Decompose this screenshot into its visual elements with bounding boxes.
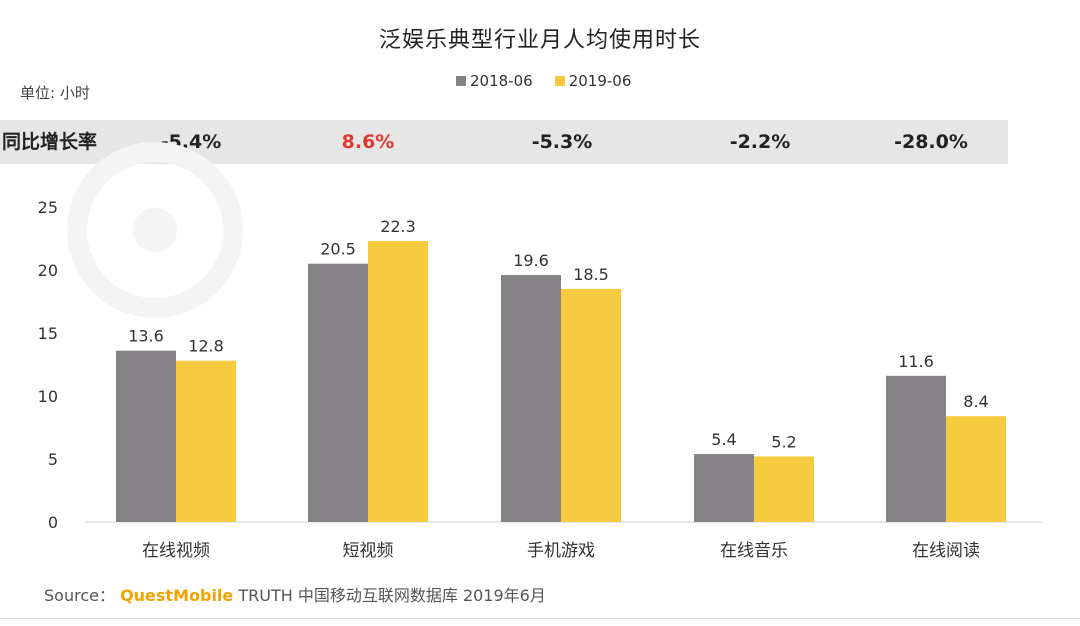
bar-2019-06-2 <box>561 288 621 522</box>
y-tick-label: 5 <box>48 450 58 469</box>
y-tick-label: 0 <box>48 513 58 532</box>
x-category-label: 在线阅读 <box>912 541 980 561</box>
bar-value-label: 12.8 <box>188 337 224 356</box>
bar-2018-06-0 <box>116 350 176 522</box>
unit-label: 单位: 小时 <box>20 84 90 102</box>
growth-value-online-reading: -28.0% <box>894 131 968 153</box>
legend: 2018-06 2019-06 <box>456 72 653 90</box>
growth-value-mobile-games: -5.3% <box>531 131 593 153</box>
bar-2018-06-2 <box>501 275 561 522</box>
bar-2019-06-0 <box>176 360 236 522</box>
bar-value-label: 13.6 <box>128 327 164 346</box>
bottom-divider <box>0 618 1080 619</box>
legend-item-2018: 2018-06 <box>456 72 533 90</box>
bar-2019-06-3 <box>754 456 814 522</box>
bar-value-label: 5.2 <box>771 432 796 451</box>
bar-value-label: 20.5 <box>320 240 356 259</box>
source-brand: QuestMobile <box>120 586 234 605</box>
legend-swatch-2018 <box>456 76 466 86</box>
source-note: Source： QuestMobile TRUTH 中国移动互联网数据库 201… <box>44 582 546 606</box>
x-category-label: 在线音乐 <box>720 541 788 561</box>
x-category-label: 在线视频 <box>142 541 210 561</box>
legend-swatch-2019 <box>554 76 565 86</box>
bar-value-label: 19.6 <box>513 251 549 270</box>
growth-value-online-music: -2.2% <box>729 131 791 153</box>
source-text: TRUTH 中国移动互联网数据库 2019年6月 <box>238 586 546 605</box>
legend-item-2019: 2019-06 <box>554 72 632 90</box>
bar-2018-06-1 <box>308 263 368 522</box>
y-tick-label: 15 <box>38 324 58 343</box>
bar-value-label: 5.4 <box>711 430 736 449</box>
y-tick-label: 25 <box>38 198 58 217</box>
x-category-label: 短视频 <box>343 541 394 561</box>
y-tick-label: 20 <box>38 261 58 280</box>
y-tick-label: 10 <box>38 387 58 406</box>
bar-2019-06-1 <box>368 241 428 522</box>
chart-title: 泛娱乐典型行业月人均使用时长 <box>378 28 701 53</box>
bar-2018-06-3 <box>694 453 754 522</box>
x-category-label: 手机游戏 <box>527 541 595 561</box>
bar-2018-06-4 <box>886 375 946 522</box>
legend-label-2019: 2019-06 <box>568 72 632 90</box>
legend-label-2018: 2018-06 <box>470 72 533 90</box>
bar-value-label: 8.4 <box>963 392 988 411</box>
bar-value-label: 18.5 <box>573 265 609 284</box>
bar-2019-06-4 <box>946 416 1006 522</box>
growth-value-short-video: 8.6% <box>341 131 395 153</box>
bar-value-label: 11.6 <box>898 352 934 371</box>
bar-value-label: 22.3 <box>380 217 416 236</box>
source-prefix: Source： <box>44 586 115 605</box>
